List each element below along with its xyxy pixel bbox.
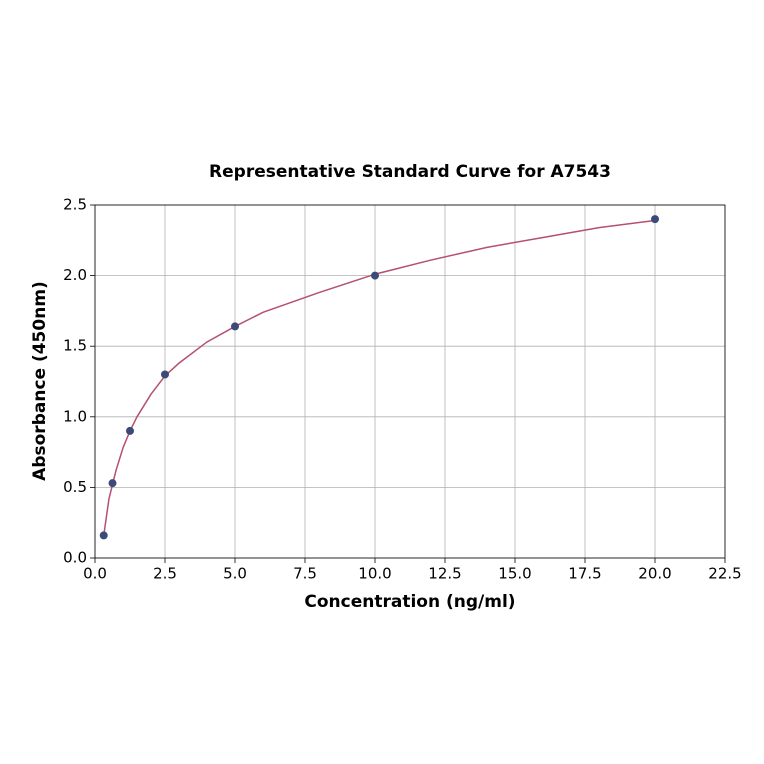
y-tick-label: 2.5 bbox=[63, 196, 87, 214]
data-point bbox=[231, 322, 239, 331]
data-point bbox=[651, 215, 659, 224]
plot-frame bbox=[94, 204, 726, 559]
data-point bbox=[99, 531, 108, 540]
x-tick-label: 7.5 bbox=[293, 565, 317, 583]
y-axis-label: Absorbance (450nm) bbox=[30, 281, 50, 481]
data-point bbox=[371, 271, 379, 280]
x-tick-label: 15.0 bbox=[498, 565, 531, 583]
data-point bbox=[161, 370, 169, 379]
x-tick-label: 5.0 bbox=[223, 565, 247, 583]
x-tick-label: 12.5 bbox=[428, 565, 461, 583]
x-tick-label: 10.0 bbox=[358, 565, 391, 583]
y-tick-label: 1.0 bbox=[63, 407, 87, 425]
x-tick-label: 17.5 bbox=[568, 565, 601, 583]
x-tick-label: 2.5 bbox=[153, 565, 177, 583]
x-tick-label: 0.0 bbox=[83, 565, 107, 583]
x-tick-label: 22.5 bbox=[708, 565, 741, 583]
x-tick-label: 20.0 bbox=[638, 565, 671, 583]
y-tick-label: 2.0 bbox=[63, 266, 87, 284]
chart-title: Representative Standard Curve for A7543 bbox=[209, 162, 611, 182]
y-tick-label: 1.5 bbox=[63, 337, 87, 355]
x-axis-label: Concentration (ng/ml) bbox=[304, 592, 515, 612]
data-point bbox=[108, 479, 117, 488]
y-tick-label: 0.5 bbox=[63, 478, 87, 496]
data-point bbox=[126, 426, 134, 435]
fit-curve bbox=[102, 219, 656, 536]
y-tick-label: 0.0 bbox=[63, 549, 87, 567]
